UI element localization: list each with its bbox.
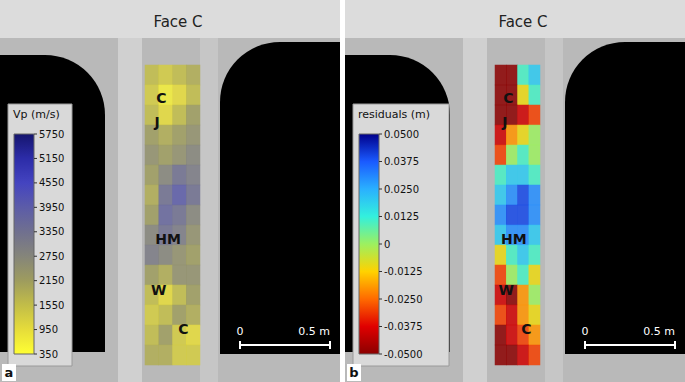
svg-text:0.5 m: 0.5 m xyxy=(643,325,675,338)
svg-text:0.0250: 0.0250 xyxy=(384,184,419,195)
svg-text:4550: 4550 xyxy=(39,177,64,188)
svg-text:C: C xyxy=(178,321,188,337)
svg-text:5750: 5750 xyxy=(39,129,64,140)
svg-text:Vp (m/s): Vp (m/s) xyxy=(13,108,60,121)
svg-text:2750: 2750 xyxy=(39,251,64,262)
svg-text:3950: 3950 xyxy=(39,202,64,213)
svg-text:0.0125: 0.0125 xyxy=(384,211,419,222)
svg-text:HM: HM xyxy=(155,231,181,247)
svg-text:-0.0375: -0.0375 xyxy=(384,321,423,332)
svg-text:-0.0250: -0.0250 xyxy=(384,294,423,305)
svg-text:W: W xyxy=(151,282,166,298)
svg-text:C: C xyxy=(503,90,513,106)
svg-text:a: a xyxy=(5,365,14,380)
svg-text:2150: 2150 xyxy=(39,275,64,286)
svg-text:5150: 5150 xyxy=(39,153,64,164)
svg-text:0.0375: 0.0375 xyxy=(384,156,419,167)
svg-text:0: 0 xyxy=(237,325,244,338)
svg-text:0: 0 xyxy=(384,239,390,250)
svg-text:0.5 m: 0.5 m xyxy=(298,325,330,338)
svg-text:1550: 1550 xyxy=(39,300,64,311)
svg-text:residuals (m): residuals (m) xyxy=(358,108,430,121)
svg-text:350: 350 xyxy=(39,349,58,360)
svg-text:J: J xyxy=(153,114,159,130)
svg-text:-0.0500: -0.0500 xyxy=(384,349,423,360)
svg-text:Face C: Face C xyxy=(498,13,547,31)
svg-text:Face C: Face C xyxy=(153,13,202,31)
svg-text:J: J xyxy=(501,114,507,130)
svg-text:HM: HM xyxy=(501,231,527,247)
svg-text:-0.0125: -0.0125 xyxy=(384,266,423,277)
svg-text:950: 950 xyxy=(39,324,58,335)
svg-text:0: 0 xyxy=(582,325,589,338)
svg-text:C: C xyxy=(156,90,166,106)
svg-text:b: b xyxy=(349,365,358,380)
svg-text:W: W xyxy=(499,282,514,298)
svg-text:0.0500: 0.0500 xyxy=(384,129,419,140)
svg-text:C: C xyxy=(521,321,531,337)
svg-text:3350: 3350 xyxy=(39,226,64,237)
